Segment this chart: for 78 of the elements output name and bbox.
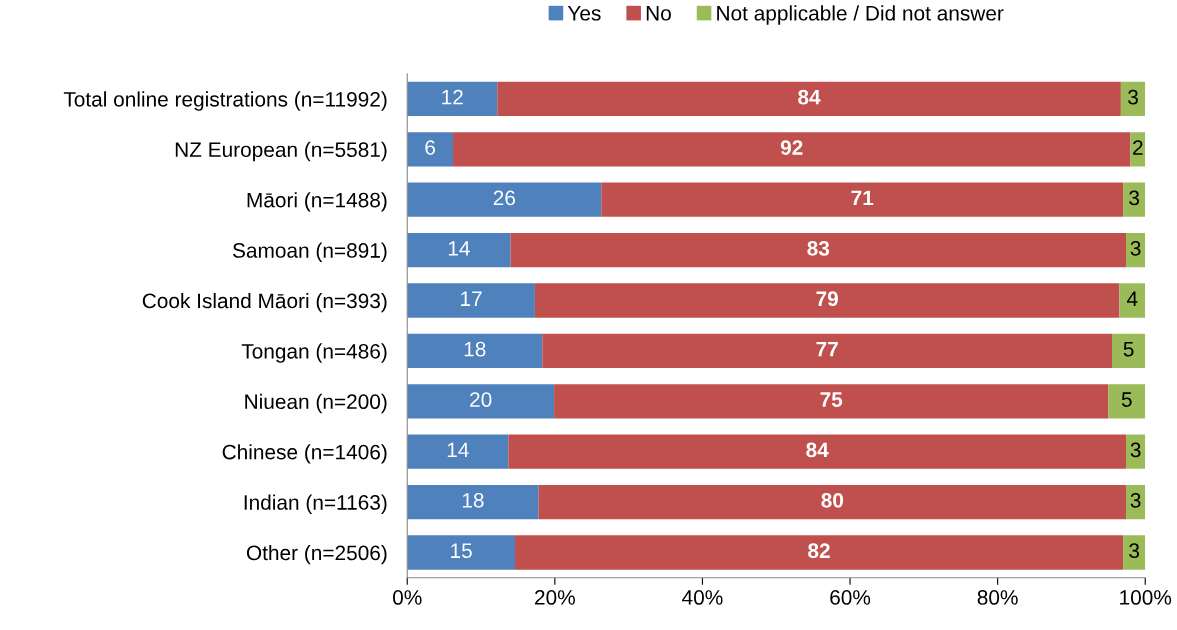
data-label: 3 [1128,89,1138,105]
data-label: 5 [1123,341,1134,357]
y-tick-label: Tongan (n=486) [241,343,387,363]
y-tick-label: Niuean (n=200) [245,393,387,414]
legend-label: No [646,6,671,21]
bar [407,132,453,167]
data-label: 2 [1133,140,1143,155]
bar [508,434,1127,469]
legend-label: Not applicable / Did not answer [717,5,1004,25]
bar [407,333,543,369]
y-tick-label: Chinese (n=1406) [222,444,387,464]
y-tick-label: Cook Island Māori (n=393) [142,292,387,313]
bar [514,535,1124,570]
y-tick-label: NZ European (n=5581) [175,141,387,162]
x-tick-label: 40% [682,590,723,605]
bar [407,182,602,217]
bar [407,232,511,268]
data-label: 15 [451,543,472,559]
bar [554,384,1109,419]
bar [542,333,1113,369]
data-label: 18 [464,341,486,357]
data-label: 14 [448,241,470,256]
y-tick-label: Total online registrations (n=11992) [63,91,387,111]
bar [510,232,1127,268]
x-tick-label: 20% [535,590,575,605]
bar [453,132,1131,167]
data-label: 6 [425,140,435,155]
bar [1112,333,1146,369]
bar [407,283,535,318]
data-label: 26 [493,190,515,206]
x-tick-label: 0% [393,590,422,605]
x-tick-label: 100% [1120,590,1172,605]
bar [601,182,1124,217]
bar [1120,81,1146,117]
data-label: 77 [816,341,838,357]
legend-label: Yes [567,6,601,21]
bar [538,484,1127,520]
bar [1126,232,1146,268]
data-label: 83 [807,240,830,256]
data-label: 3 [1130,240,1141,256]
data-label: 84 [798,89,821,105]
bar [1126,484,1146,520]
bar [407,434,509,469]
bar [407,384,555,419]
bar [407,535,515,570]
x-tick-label: 60% [830,590,871,605]
data-label: 3 [1130,492,1141,508]
data-label: 84 [806,442,829,458]
bar [1123,535,1146,570]
bar [1108,384,1146,419]
data-label: 17 [461,291,482,306]
data-label: 92 [780,140,803,155]
bar [1123,182,1146,217]
data-label: 12 [442,89,463,105]
data-label: 18 [462,492,484,508]
data-label: 71 [851,190,874,206]
data-label: 3 [1130,442,1141,458]
data-label: 20 [470,392,492,407]
y-tick-label: Other (n=2506) [246,544,387,565]
bar [497,81,1121,117]
data-label: 4 [1126,291,1138,306]
y-tick-label: Indian (n=1163) [244,494,387,514]
bar [534,283,1120,318]
bar [1126,434,1146,469]
data-label: 79 [816,291,838,307]
data-label: 82 [808,543,830,559]
bar [407,484,539,520]
data-label: 3 [1129,543,1140,559]
x-tick-label: 80% [977,590,1018,605]
data-label: 3 [1129,190,1140,206]
data-label: 75 [820,392,843,407]
data-label: 14 [447,442,469,458]
data-label: 5 [1121,392,1132,407]
bar [407,81,498,117]
bar [1119,283,1146,318]
data-label: 80 [821,492,844,508]
y-tick-label: Māori (n=1488) [247,192,387,212]
y-tick-label: Samoan (n=891) [232,242,387,262]
